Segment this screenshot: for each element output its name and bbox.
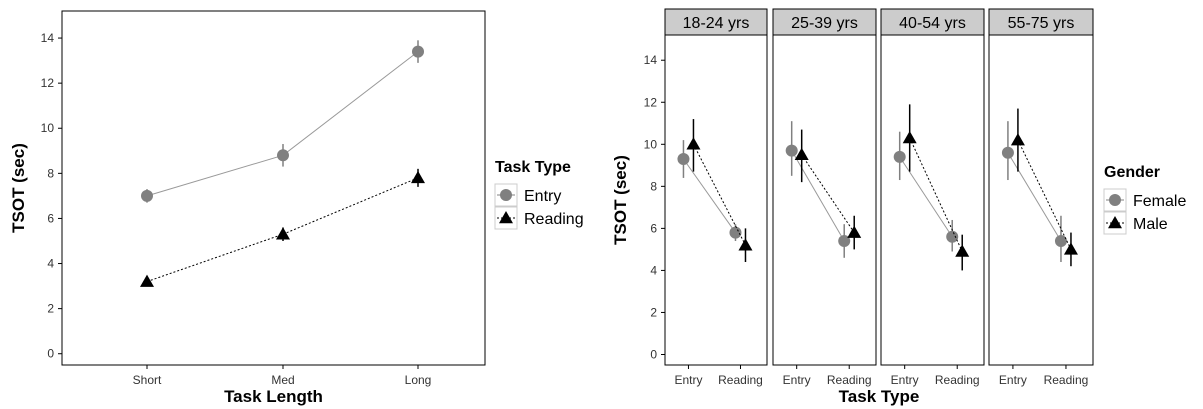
facet-label: 55-75 yrs [1008, 15, 1075, 32]
task-type-by-age-chart: 0 2 4 6 8 10 12 14 18-24 yrs Entry Reading 25-39 yr… [611, 8, 1186, 406]
facet-strip [988, 8, 1094, 36]
y-tick-label: 10 [41, 121, 55, 135]
x-tick-label: Entry [674, 373, 702, 387]
y-tick-label: 8 [650, 179, 657, 193]
data-point-male [738, 238, 753, 251]
facet-label: 25-39 yrs [791, 15, 858, 32]
y-tick-label: 0 [650, 347, 657, 361]
legend-label: Male [1133, 216, 1168, 233]
x-tick-label: Reading [1044, 373, 1089, 387]
y-tick-label: 6 [650, 221, 657, 235]
series-line-male [1017, 139, 1072, 250]
facet-panel [664, 34, 768, 366]
y-tick-label: 4 [47, 257, 54, 271]
data-point-entry [412, 45, 424, 58]
legend-marker-female [1109, 194, 1121, 206]
data-point-reading [140, 274, 154, 287]
x-tick-label: Short [133, 373, 162, 387]
series-line-male [693, 144, 746, 246]
data-point-female [946, 230, 959, 243]
data-point-male [955, 244, 970, 257]
facet-label: 18-24 yrs [683, 15, 750, 32]
x-tick-label: Entry [783, 373, 811, 387]
facet-strip [880, 8, 985, 36]
y-axis-title: TSOT (sec) [611, 155, 630, 245]
data-point-male [1063, 242, 1078, 255]
data-point-male [902, 130, 917, 144]
facet-panel [988, 34, 1094, 366]
y-tick-label: 2 [47, 302, 54, 316]
y-tick-label: 14 [644, 53, 658, 67]
facet-panel [880, 34, 985, 366]
x-tick-label: Entry [999, 373, 1027, 387]
x-tick-label: Med [271, 373, 294, 387]
legend-label: Entry [524, 188, 561, 205]
y-axis-title: TSOT (sec) [9, 143, 28, 233]
y-tick-label: 0 [47, 347, 54, 361]
data-point-female [1001, 146, 1014, 159]
y-tick-label: 14 [41, 31, 55, 45]
data-point-female [677, 153, 690, 166]
x-tick-label: Entry [891, 373, 919, 387]
series-line-female [683, 158, 736, 233]
data-point-entry [277, 149, 289, 162]
x-tick-label: Reading [718, 373, 763, 387]
data-point-male [847, 225, 862, 238]
plot-panel [61, 10, 486, 366]
y-tick-label: 2 [650, 305, 657, 319]
x-axis-title: Task Type [839, 387, 920, 406]
data-point-female [1054, 234, 1067, 247]
facet-panel [772, 34, 877, 366]
data-point-male [794, 147, 809, 161]
data-point-female [893, 150, 906, 163]
data-point-female [838, 234, 851, 247]
data-point-female [785, 144, 798, 157]
data-point-female [729, 226, 742, 239]
x-tick-label: Long [405, 373, 432, 387]
data-point-male [686, 137, 701, 150]
y-tick-label: 4 [650, 263, 657, 277]
data-point-entry [141, 189, 153, 202]
legend-title: Task Type [495, 159, 571, 176]
legend-marker-male [1108, 216, 1122, 229]
series-line-male [909, 137, 963, 252]
task-length-chart: 0 2 4 6 8 10 12 14 Short Med Long Task Length TSOT (… [9, 10, 584, 406]
y-tick-label: 12 [41, 76, 55, 90]
x-tick-label: Reading [827, 373, 872, 387]
facet-strip [664, 8, 768, 36]
legend-marker-entry [500, 189, 512, 201]
legend-label: Female [1133, 193, 1186, 210]
y-tick-label: 10 [644, 137, 658, 151]
y-tick-label: 8 [47, 166, 54, 180]
x-axis-title: Task Length [224, 387, 323, 406]
legend-label: Reading [524, 211, 584, 228]
series-line-female [1007, 152, 1062, 242]
data-point-male [1010, 133, 1025, 146]
series-line-female [899, 156, 953, 238]
legend-title: Gender [1104, 164, 1160, 181]
data-point-reading [411, 170, 425, 184]
series-line-female [791, 150, 845, 242]
legend-marker-reading [499, 211, 513, 224]
facet-label: 40-54 yrs [899, 15, 966, 32]
x-tick-label: Reading [935, 373, 980, 387]
y-tick-label: 12 [644, 95, 658, 109]
y-tick-label: 6 [47, 211, 54, 225]
data-point-reading [276, 227, 290, 240]
